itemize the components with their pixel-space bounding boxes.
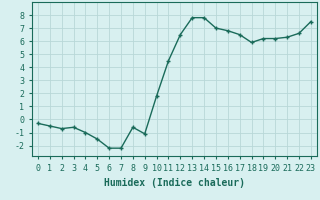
X-axis label: Humidex (Indice chaleur): Humidex (Indice chaleur) bbox=[104, 178, 245, 188]
